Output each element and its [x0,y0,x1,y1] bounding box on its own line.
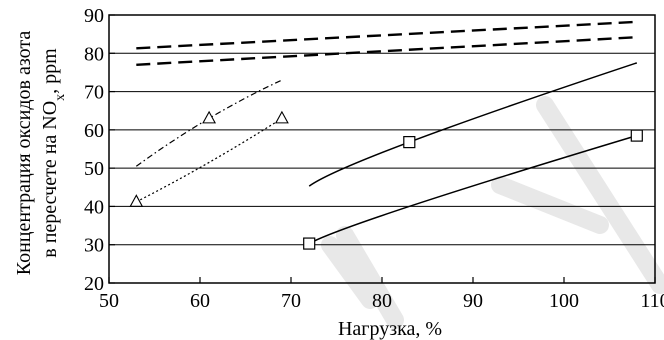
series-4-triangle-marker-2 [274,110,289,124]
markers-layer [129,110,643,250]
y-tick-label-60: 60 [84,120,104,142]
y-axis-title-subscript: x [53,94,68,101]
x-axis-title: Нагрузка, % [338,318,442,340]
y-axis-title-line2-suffix: , ppm [39,48,61,94]
x-tick-label-80: 80 [372,290,392,312]
y-tick-label-90: 90 [84,5,104,27]
y-axis-title-line2: в пересчете на NOx, ppm [39,48,68,258]
series-line-1 [136,20,637,50]
tick-marks [108,14,656,284]
y-tick-labels: 20 30 40 50 60 70 80 90 [84,5,104,295]
series-6-square-marker-1 [303,237,316,250]
watermark-logo [321,96,664,329]
y-axis-title-line2-prefix: в пересчете на NO [39,101,61,258]
series-line-6 [308,134,638,245]
y-axis-title-line1: Концентрация оксидов азота [13,31,35,276]
series-3-triangle-marker-1 [202,110,217,124]
series-line-4 [136,117,283,203]
x-tick-label-70: 70 [281,290,301,312]
y-tick-label-20: 20 [84,273,104,295]
x-tick-label-60: 60 [190,290,210,312]
y-tick-label-40: 40 [84,196,104,218]
x-tick-label-90: 90 [463,290,483,312]
series-6-square-marker-2 [630,129,643,142]
x-tick-label-110: 110 [640,290,664,312]
series-line-3 [135,79,283,167]
x-tick-label-50: 50 [99,290,119,312]
series-5-square-marker-1 [403,136,416,149]
series-4-triangle-marker-1 [129,194,144,207]
series-line-2 [136,36,637,66]
y-tick-label-50: 50 [84,158,104,180]
y-tick-label-70: 70 [84,82,104,104]
y-tick-label-80: 80 [84,43,104,65]
y-tick-label-30: 30 [84,235,104,257]
x-tick-label-100: 100 [549,290,579,312]
x-tick-labels: 50 60 70 80 90 100 110 [99,290,664,312]
